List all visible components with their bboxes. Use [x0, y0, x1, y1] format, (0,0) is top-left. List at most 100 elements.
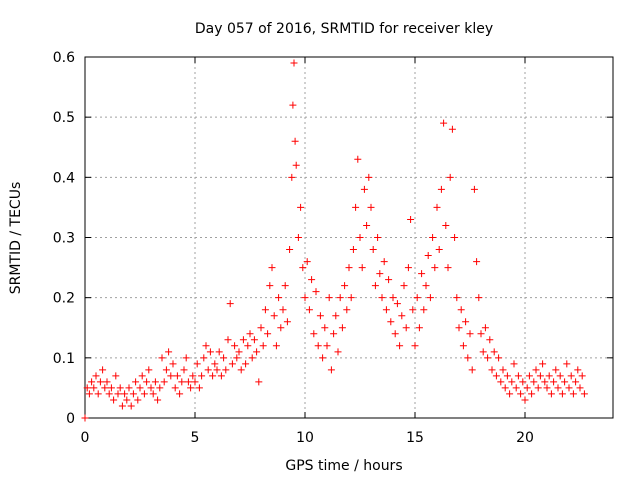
data-point — [446, 173, 454, 181]
data-point — [543, 384, 551, 392]
data-point — [213, 366, 221, 374]
data-point — [250, 336, 258, 344]
data-point — [356, 234, 364, 241]
y-tick-label: 0.2 — [53, 291, 75, 307]
data-point — [275, 294, 283, 302]
data-point — [462, 318, 470, 326]
data-point — [477, 330, 485, 338]
data-point — [442, 221, 450, 229]
data-point — [503, 372, 511, 380]
data-point — [444, 264, 452, 272]
data-point — [110, 396, 118, 404]
data-point — [103, 378, 111, 386]
data-point — [556, 372, 564, 380]
data-point — [391, 330, 399, 338]
data-point — [235, 348, 243, 356]
data-point — [321, 324, 329, 332]
x-tick-label: 0 — [81, 430, 90, 446]
data-point — [289, 101, 297, 109]
data-point — [92, 372, 100, 380]
data-point — [145, 366, 153, 374]
data-point — [316, 312, 324, 320]
data-point — [488, 366, 496, 374]
data-point — [325, 294, 333, 302]
data-point — [291, 137, 299, 145]
data-point — [134, 396, 142, 404]
data-point — [129, 390, 137, 398]
x-axis-label: GPS time / hours — [285, 458, 402, 474]
y-axis-label: SRMTID / TECUs — [8, 182, 24, 295]
data-point — [272, 342, 280, 350]
y-tick-label: 0.1 — [53, 351, 75, 367]
data-point — [140, 390, 148, 398]
data-point — [191, 378, 199, 386]
data-point — [244, 342, 252, 350]
data-point — [563, 360, 571, 368]
data-point — [510, 360, 518, 368]
data-point — [266, 282, 274, 290]
data-point — [435, 246, 443, 254]
data-point — [217, 372, 225, 380]
data-point — [532, 366, 540, 374]
data-point — [554, 384, 562, 392]
y-tick-label: 0.3 — [53, 231, 75, 247]
data-point — [96, 378, 104, 386]
data-point — [521, 396, 529, 404]
data-point — [341, 282, 349, 290]
data-point — [112, 372, 120, 380]
data-point — [523, 384, 531, 392]
data-point — [470, 185, 478, 193]
data-point — [167, 372, 175, 380]
data-point — [237, 366, 245, 374]
data-point — [343, 306, 351, 314]
y-tick-label: 0.6 — [53, 50, 75, 66]
data-point — [290, 59, 298, 67]
data-point — [550, 378, 558, 386]
data-point — [492, 372, 500, 380]
data-point — [220, 354, 228, 362]
data-point — [459, 342, 467, 350]
data-point — [169, 360, 177, 368]
data-point — [468, 366, 476, 374]
data-point — [222, 366, 230, 374]
data-point — [288, 173, 296, 181]
data-point — [409, 306, 417, 314]
data-point — [404, 264, 412, 272]
data-point — [360, 185, 368, 193]
data-point — [211, 360, 219, 368]
data-point — [457, 306, 465, 314]
data-point — [189, 372, 197, 380]
data-point — [182, 354, 190, 362]
data-point — [248, 354, 256, 362]
data-point — [121, 390, 129, 398]
data-point — [578, 372, 586, 380]
data-point — [292, 161, 300, 169]
data-point — [558, 390, 566, 398]
data-point — [506, 390, 514, 398]
data-point — [512, 384, 520, 392]
data-point — [305, 306, 313, 314]
data-point — [576, 384, 584, 392]
data-point — [101, 384, 109, 392]
data-point — [200, 354, 208, 362]
data-point — [574, 366, 582, 374]
data-point — [534, 384, 542, 392]
data-point — [367, 203, 375, 211]
data-point — [233, 354, 241, 362]
data-point — [283, 318, 291, 326]
data-point — [277, 324, 285, 332]
data-point — [411, 342, 419, 350]
data-point — [136, 384, 144, 392]
data-point — [308, 276, 316, 284]
data-point — [149, 390, 157, 398]
data-point — [253, 348, 261, 356]
data-point — [187, 384, 195, 392]
data-point — [525, 372, 533, 380]
data-point — [539, 360, 547, 368]
data-point — [400, 282, 408, 290]
data-point — [81, 414, 89, 422]
data-point — [301, 294, 309, 302]
data-point — [99, 366, 107, 374]
data-point — [547, 390, 555, 398]
data-point — [385, 276, 393, 284]
